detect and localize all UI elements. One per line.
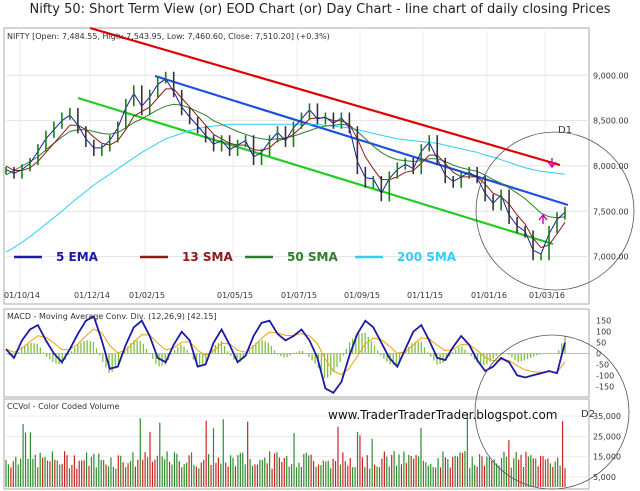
price-x-tick: 01/02/15 <box>129 291 165 300</box>
highlight-circle-2 <box>474 334 630 490</box>
macd-series <box>5 315 566 394</box>
price-x-tick: 01/12/14 <box>74 291 110 300</box>
arrow-down-icon <box>547 158 557 169</box>
channel-mid-line <box>154 74 569 207</box>
price-y-tick: 9,000.00 <box>593 71 629 80</box>
volume-y-tick: 5,000 <box>593 473 616 482</box>
volume-bars <box>5 412 566 487</box>
chart-title: Nifty 50: Short Term View (or) EOD Chart… <box>29 2 611 17</box>
watermark: www.TraderTraderTrader.blogspot.com <box>328 408 558 422</box>
price-x-tick: 01/05/15 <box>217 291 253 300</box>
price-panel-info: NIFTY [Open: 7,484.55, High: 7,543.95, L… <box>7 32 330 41</box>
arrow-up-icon <box>538 213 548 224</box>
legend-label: 5 EMA <box>56 250 99 264</box>
price-x-tick: 01/07/15 <box>281 291 317 300</box>
price-y-tick: 7,000.00 <box>593 253 629 262</box>
price-x-tick: 01/11/15 <box>407 291 443 300</box>
annotation-d1: D1 <box>558 125 572 136</box>
legend-label: 13 SMA <box>182 250 233 264</box>
volume-panel-info: CCVol - Color Coded Volume <box>7 402 119 411</box>
macd-y-tick: 0 <box>596 350 601 359</box>
price-x-tick: 01/01/16 <box>471 291 507 300</box>
chart-canvas: 9,000.00 8,500.00 8,000.00 7,500.00 7,000.00… <box>3 26 635 490</box>
price-x-tick: 01/10/14 <box>4 291 40 300</box>
highlight-circle-1 <box>475 131 635 291</box>
price-y-ticks: 9,000.00 8,500.00 8,000.00 7,500.00 7,000.00 <box>593 71 629 261</box>
legend-label: 200 SMA <box>397 250 457 264</box>
annotation-arrows <box>538 158 557 224</box>
price-y-tick: 8,500.00 <box>593 117 629 126</box>
price-x-ticks: 01/10/14 01/12/14 01/02/15 01/05/15 01/07/15… <box>4 291 565 300</box>
price-y-tick: 7,500.00 <box>593 207 629 216</box>
annotation-d2: D2 <box>581 409 595 420</box>
macd-y-tick: 50 <box>596 339 606 348</box>
macd-line <box>5 315 566 394</box>
sma200-line <box>5 123 566 253</box>
macd-y-tick: 100 <box>596 328 611 337</box>
trend-channels <box>77 26 569 246</box>
macd-y-ticks: 150 100 50 0-50 -100 -150 <box>596 317 614 392</box>
macd-y-tick: -50 <box>596 360 609 369</box>
price-y-tick: 8,000.00 <box>593 162 629 171</box>
price-x-tick: 01/03/16 <box>529 291 565 300</box>
volume-y-ticks: 35,000 25,000 15,000 5,000 <box>593 412 621 482</box>
legend-label: 50 SMA <box>287 250 338 264</box>
macd-y-tick: -150 <box>596 382 614 391</box>
volume-y-tick: 25,000 <box>593 432 621 441</box>
price-legend: 5 EMA 13 SMA 50 SMA 200 SMA <box>14 250 457 264</box>
macd-y-tick: 150 <box>596 317 611 326</box>
volume-y-tick: 15,000 <box>593 453 621 462</box>
price-bars <box>5 71 566 261</box>
macd-panel-info: MACD - Moving Average Conv. Div. (12,26,… <box>7 312 217 321</box>
volume-y-tick: 35,000 <box>593 412 621 421</box>
price-x-tick: 01/09/15 <box>344 291 380 300</box>
macd-y-tick: -100 <box>596 371 614 380</box>
channel-lower-line <box>77 96 554 246</box>
channel-upper-line <box>89 26 561 167</box>
